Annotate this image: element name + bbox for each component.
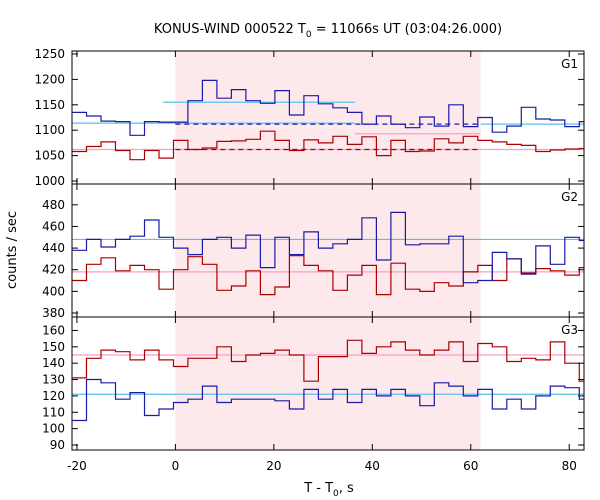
x-axis-label-sub: 0 bbox=[333, 489, 339, 499]
y-tick-label: 150 bbox=[42, 340, 65, 354]
y-tick-label: 460 bbox=[42, 219, 65, 233]
y-tick-label: 1150 bbox=[34, 98, 65, 112]
chart-title-sub: 0 bbox=[306, 30, 312, 40]
y-tick-label: 440 bbox=[42, 241, 65, 255]
y-tick-label: 120 bbox=[42, 389, 65, 403]
x-axis-label: T - T0, s bbox=[303, 481, 354, 499]
series-red bbox=[72, 339, 584, 382]
y-tick-label: 1000 bbox=[34, 174, 65, 188]
panel-frame bbox=[71, 316, 585, 451]
y-tick-label: 480 bbox=[42, 198, 65, 212]
series-red bbox=[72, 130, 584, 161]
x-tick-label: -20 bbox=[67, 459, 87, 473]
y-tick-label: 1050 bbox=[34, 149, 65, 163]
x-tick-label: 40 bbox=[365, 459, 380, 473]
x-tick-label: 60 bbox=[463, 459, 478, 473]
y-axis-label: counts / sec bbox=[5, 211, 20, 289]
panel-label: G2 bbox=[561, 190, 578, 204]
x-axis-label-rest: , s bbox=[339, 481, 354, 496]
y-tick-label: 140 bbox=[42, 356, 65, 370]
y-tick-label: 1200 bbox=[34, 72, 65, 86]
panel-g3-data bbox=[72, 339, 584, 422]
x-tick-label: 0 bbox=[172, 459, 180, 473]
panel-g2-data bbox=[72, 211, 584, 296]
chart-title-rest: = 11066s UT (03:04:26.000) bbox=[312, 22, 502, 37]
x-tick-label: 20 bbox=[266, 459, 281, 473]
y-tick-label: 130 bbox=[42, 373, 65, 387]
y-tick-label: 160 bbox=[42, 323, 65, 337]
y-tick-label: 90 bbox=[50, 438, 65, 452]
chart-title-main: KONUS-WIND 000522 T bbox=[154, 22, 306, 37]
y-tick-label: 420 bbox=[42, 263, 65, 277]
y-tick-label: 1250 bbox=[34, 47, 65, 61]
y-tick-label: 380 bbox=[42, 306, 65, 320]
panel-g1-data bbox=[72, 79, 584, 161]
y-tick-label: 110 bbox=[42, 405, 65, 419]
panel-label: G1 bbox=[561, 57, 578, 71]
x-axis-label-main: T - T bbox=[303, 481, 333, 496]
panel-label: G3 bbox=[561, 323, 578, 337]
series-blue bbox=[72, 378, 584, 422]
series-blue bbox=[72, 79, 584, 136]
y-tick-label: 400 bbox=[42, 284, 65, 298]
plot-area: 100010501100115012001250G138040042044046… bbox=[34, 47, 585, 473]
chart-title: KONUS-WIND 000522 T0 = 11066s UT (03:04:… bbox=[154, 22, 502, 40]
series-blue bbox=[72, 211, 584, 284]
x-tick-label: 80 bbox=[562, 459, 577, 473]
panel-g3: 90 100 110 120 130 140 150 160 G3 bbox=[42, 316, 585, 452]
y-tick-label: 100 bbox=[42, 422, 65, 436]
y-tick-label: 1100 bbox=[34, 123, 65, 137]
series-red bbox=[72, 255, 584, 296]
